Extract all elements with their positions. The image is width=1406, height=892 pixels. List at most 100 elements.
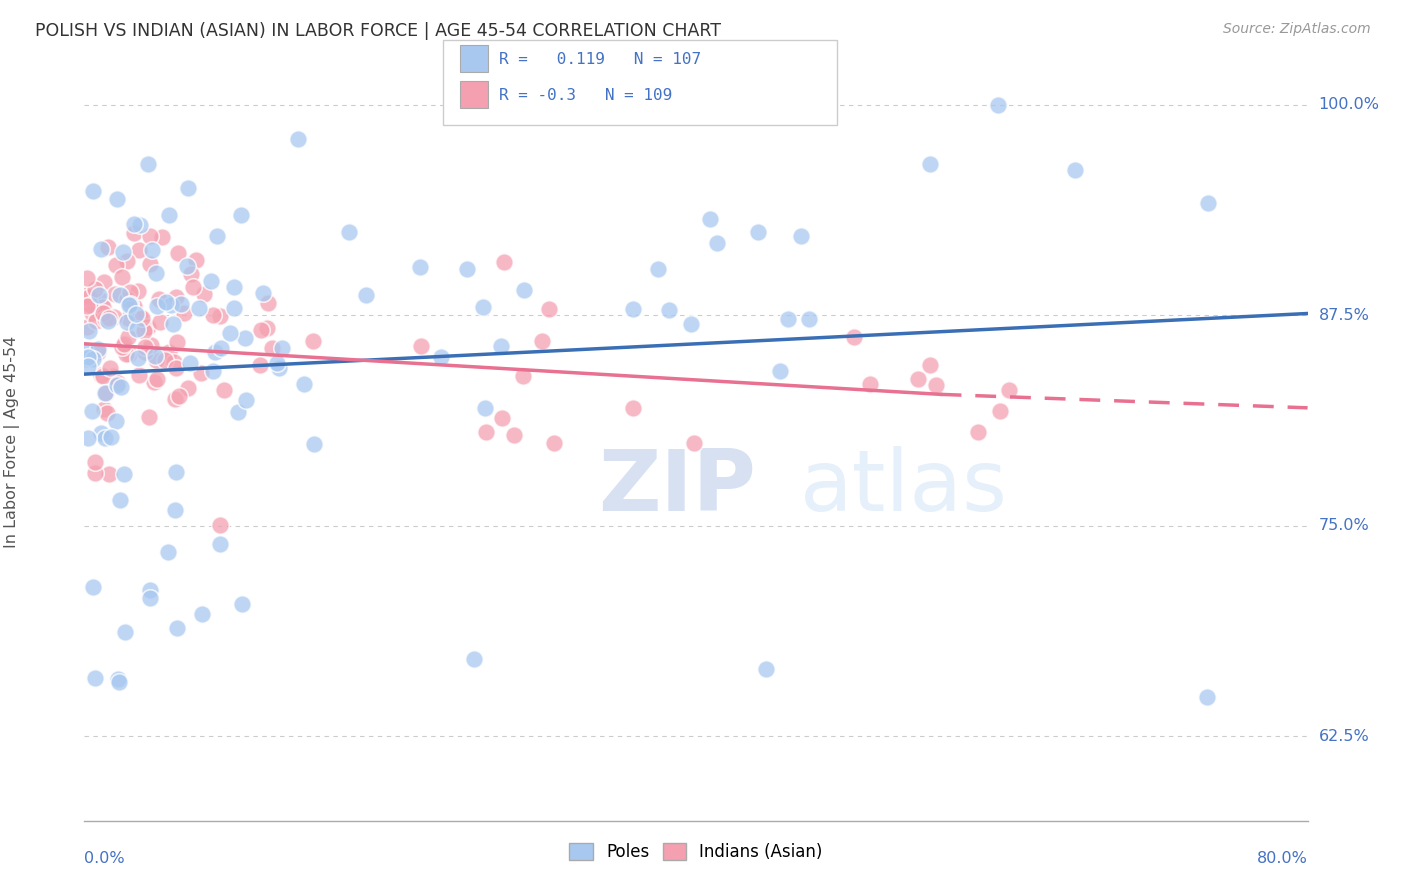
Point <box>226 405 249 419</box>
Point <box>108 675 131 690</box>
Point <box>162 318 184 332</box>
Point <box>149 315 172 329</box>
Point <box>231 208 253 222</box>
Point <box>148 292 170 306</box>
Point <box>463 651 485 665</box>
Point <box>202 364 225 378</box>
Point <box>83 282 105 296</box>
Point <box>94 386 117 401</box>
Point <box>91 293 114 308</box>
Point <box>129 310 152 324</box>
Point <box>122 299 145 313</box>
Point <box>117 330 139 344</box>
Point <box>124 304 146 318</box>
Point <box>166 621 188 635</box>
Point <box>471 300 494 314</box>
Point <box>143 349 166 363</box>
Point <box>859 376 882 391</box>
Point <box>125 322 148 336</box>
Point <box>86 345 108 359</box>
Point <box>292 376 315 391</box>
Point <box>531 334 554 348</box>
Point <box>98 360 121 375</box>
Point <box>115 315 138 329</box>
Text: 100.0%: 100.0% <box>1319 97 1379 112</box>
Point <box>134 340 156 354</box>
Point <box>166 335 188 350</box>
Text: 62.5%: 62.5% <box>1319 729 1369 744</box>
Point <box>776 312 799 326</box>
Point <box>105 258 128 272</box>
Point <box>76 298 98 312</box>
Point <box>163 355 186 369</box>
Point <box>80 305 103 319</box>
Point <box>138 409 160 424</box>
Point <box>100 430 122 444</box>
Point <box>209 341 232 355</box>
Point <box>145 352 167 367</box>
Point <box>77 351 100 365</box>
Point <box>103 310 125 324</box>
Point <box>107 376 129 390</box>
Point <box>170 297 193 311</box>
Point <box>139 582 162 597</box>
Point <box>621 401 644 415</box>
Point <box>193 287 215 301</box>
Point <box>96 406 118 420</box>
Point <box>430 350 453 364</box>
Point <box>115 253 138 268</box>
Point <box>354 288 377 302</box>
Point <box>128 368 150 382</box>
Point <box>1063 162 1085 177</box>
Point <box>84 455 107 469</box>
Point <box>139 257 162 271</box>
Point <box>988 404 1011 418</box>
Point <box>924 378 946 392</box>
Point <box>93 402 115 417</box>
Point <box>218 326 240 340</box>
Point <box>842 330 865 344</box>
Point <box>86 314 108 328</box>
Point <box>112 467 135 481</box>
Point <box>165 360 187 375</box>
Point <box>202 308 225 322</box>
Point <box>114 336 136 351</box>
Text: POLISH VS INDIAN (ASIAN) IN LABOR FORCE | AGE 45-54 CORRELATION CHART: POLISH VS INDIAN (ASIAN) IN LABOR FORCE … <box>35 22 721 40</box>
Point <box>84 671 107 685</box>
Point <box>114 624 136 639</box>
Point <box>77 359 100 374</box>
Point <box>93 306 115 320</box>
Point <box>177 381 200 395</box>
Point <box>73 343 96 358</box>
Point <box>907 372 929 386</box>
Point <box>768 364 790 378</box>
Text: 0.0%: 0.0% <box>84 851 125 866</box>
Point <box>250 323 273 337</box>
Point <box>139 591 162 605</box>
Point <box>93 276 115 290</box>
Point <box>160 298 183 312</box>
Point <box>920 358 942 372</box>
Point <box>127 284 149 298</box>
Point <box>76 270 98 285</box>
Point <box>129 218 152 232</box>
Point <box>209 517 232 532</box>
Point <box>647 262 669 277</box>
Legend: Poles, Indians (Asian): Poles, Indians (Asian) <box>561 834 831 869</box>
Point <box>747 225 769 239</box>
Point <box>127 351 149 365</box>
Point <box>188 301 211 316</box>
Point <box>118 298 141 312</box>
Point <box>110 493 132 508</box>
Point <box>77 290 100 304</box>
Point <box>105 413 128 427</box>
Point <box>155 294 177 309</box>
Point <box>122 226 145 240</box>
Point <box>706 235 728 250</box>
Text: R =   0.119   N = 107: R = 0.119 N = 107 <box>499 53 702 67</box>
Text: 87.5%: 87.5% <box>1319 308 1369 323</box>
Point <box>177 181 200 195</box>
Point <box>112 245 135 260</box>
Point <box>683 435 706 450</box>
Point <box>89 287 111 301</box>
